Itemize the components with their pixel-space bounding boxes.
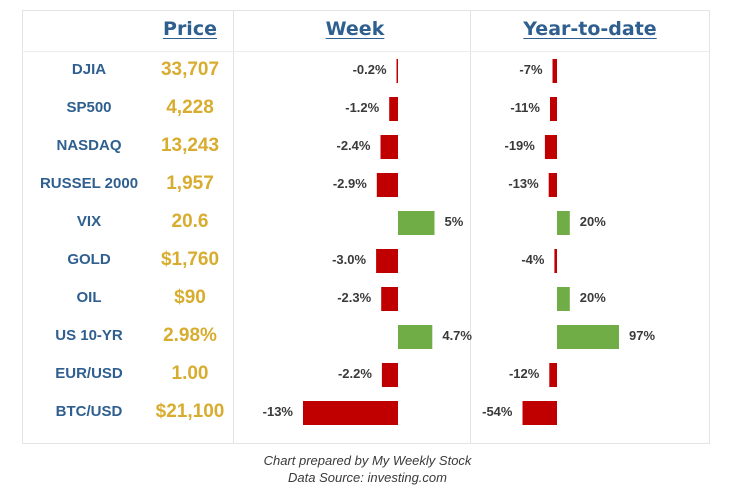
ytd-bar [557, 211, 570, 235]
ticker-label: VIX [76, 213, 102, 230]
ytd-bar [522, 401, 557, 425]
week-bar [381, 287, 398, 311]
week-bar [381, 363, 398, 387]
week-bar [376, 173, 398, 197]
header-divider [22, 51, 710, 52]
ytd-bar [552, 59, 557, 83]
ytd-bar [557, 325, 619, 349]
ytd-bar [549, 363, 557, 387]
ytd-bar [544, 135, 557, 159]
price-value: 1.00 [171, 363, 209, 384]
table-frame [22, 10, 710, 444]
header-week: Week [325, 18, 385, 40]
price-value: $21,100 [155, 401, 225, 422]
column-divider [233, 10, 234, 444]
week-label: -2.2% [337, 366, 372, 381]
header-ytd: Year-to-date [523, 18, 657, 40]
ytd-label: 20% [579, 290, 606, 305]
ytd-label: -13% [508, 176, 539, 191]
ticker-label: DJIA [71, 61, 107, 78]
price-value: 20.6 [171, 211, 209, 232]
caption-source: Data Source: investing.com [288, 470, 447, 485]
week-label: -0.2% [352, 62, 387, 77]
price-value: 33,707 [160, 59, 220, 80]
column-divider [470, 10, 471, 444]
week-label: 4.7% [442, 328, 472, 343]
price-value: 1,957 [166, 173, 214, 194]
header-price: Price [163, 18, 217, 40]
ticker-label: OIL [76, 289, 102, 306]
week-label: -2.9% [332, 176, 367, 191]
week-bar [389, 97, 398, 121]
ytd-bar [557, 287, 570, 311]
ticker-label: NASDAQ [56, 137, 122, 154]
ytd-label: -12% [508, 366, 540, 381]
caption-prepared-by: Chart prepared by My Weekly Stock [263, 453, 472, 468]
price-value: 13,243 [160, 135, 220, 156]
price-value: $1,760 [160, 249, 220, 270]
price-value: $90 [174, 287, 206, 308]
ticker-label: EUR/USD [55, 365, 123, 382]
ytd-bar [548, 173, 557, 197]
ytd-bar [550, 97, 557, 121]
ytd-label: -19% [504, 138, 535, 153]
week-label: 5% [444, 214, 464, 229]
week-bar [380, 135, 398, 159]
week-label: -1.2% [345, 100, 380, 115]
week-label: -3.0% [332, 252, 367, 267]
ticker-label: US 10-YR [55, 327, 123, 344]
ytd-bar [554, 249, 557, 273]
week-bar [303, 401, 398, 425]
week-label: -13% [262, 404, 293, 419]
ytd-label: 20% [579, 214, 606, 229]
ytd-label: -54% [482, 404, 513, 419]
price-value: 4,228 [166, 97, 214, 118]
week-bar [396, 59, 398, 83]
ticker-label: GOLD [67, 251, 111, 268]
week-label: -2.4% [336, 138, 371, 153]
ytd-label: -4% [521, 252, 545, 267]
chart-caption: Chart prepared by My Weekly Stock Data S… [0, 452, 735, 486]
week-bar [376, 249, 398, 273]
ticker-label: RUSSEL 2000 [39, 175, 139, 192]
price-value: 2.98% [163, 325, 217, 346]
ticker-label: BTC/USD [55, 403, 123, 420]
week-label: -2.3% [337, 290, 372, 305]
week-bar [398, 325, 433, 349]
ytd-label: -7% [519, 62, 543, 77]
week-bar [398, 211, 435, 235]
ytd-label: -11% [510, 100, 540, 115]
ticker-label: SP500 [66, 99, 112, 116]
ytd-label: 97% [629, 328, 656, 343]
